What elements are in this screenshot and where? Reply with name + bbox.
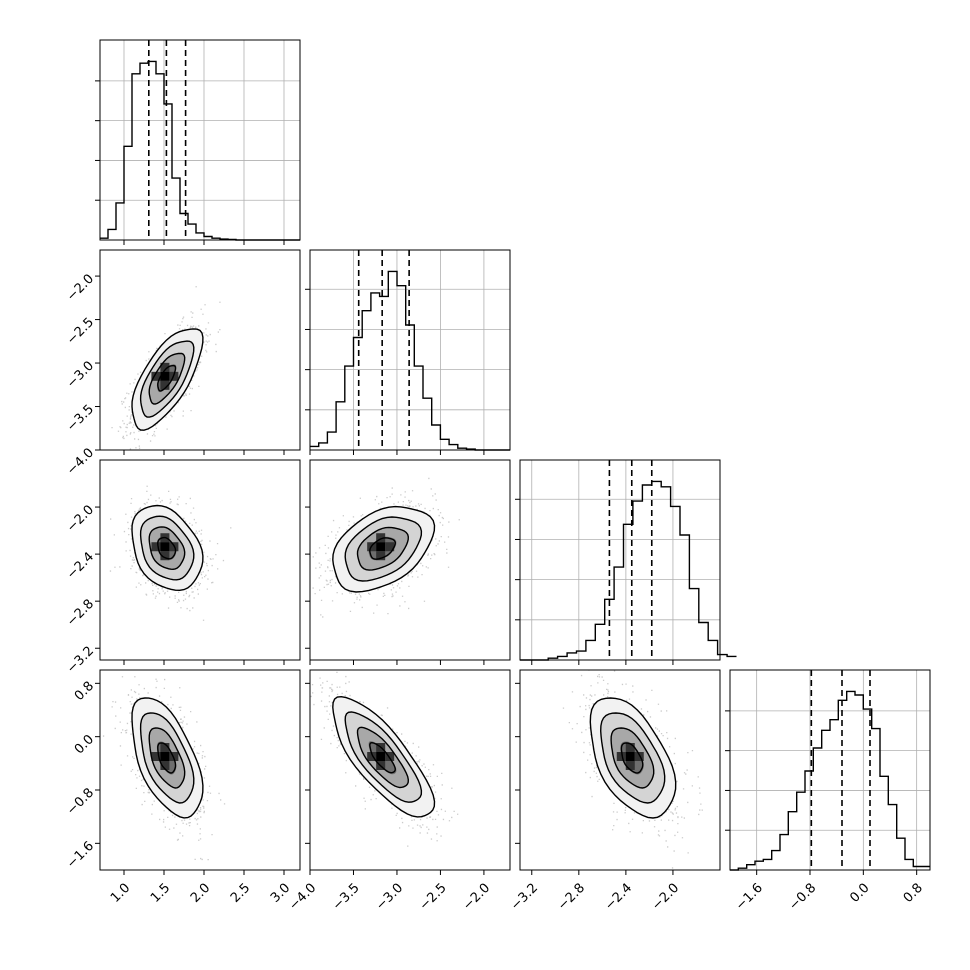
density-core — [151, 752, 161, 761]
histogram-panel-2 — [515, 459, 737, 661]
density-core — [634, 752, 644, 761]
contour-line — [131, 328, 204, 431]
contour-line — [157, 364, 177, 392]
panel-body — [310, 671, 459, 847]
scatter-panel-3-0 — [99, 669, 301, 871]
scatter-panel-1-0 — [99, 249, 301, 451]
density-core — [376, 533, 386, 543]
contour-line — [369, 741, 397, 774]
contour-line — [131, 504, 204, 592]
density-core — [160, 752, 170, 761]
panel-frame — [519, 669, 721, 871]
contour-line — [332, 505, 436, 593]
panel-body — [109, 485, 232, 621]
panel-frame — [309, 459, 511, 661]
contour-line — [589, 697, 677, 819]
density-core — [385, 752, 395, 761]
contour-line — [610, 727, 655, 789]
contour-line — [148, 526, 186, 571]
grid-lines — [730, 670, 930, 870]
density-core — [160, 380, 170, 390]
contour-line — [139, 340, 195, 418]
density-core — [625, 752, 635, 761]
density-core — [376, 752, 386, 761]
contour-line — [139, 515, 195, 581]
panel-frame — [99, 39, 301, 241]
density-core — [160, 743, 170, 752]
contour-line — [369, 537, 397, 560]
density-core — [376, 542, 386, 552]
density-core — [160, 362, 170, 372]
panel-frame — [309, 669, 511, 871]
density-core — [160, 761, 170, 770]
density-core — [151, 371, 161, 381]
histogram-step — [310, 270, 510, 451]
histogram-panel-1 — [305, 249, 511, 451]
panel-frame — [729, 669, 931, 871]
panel-body — [111, 286, 221, 450]
contour-line — [157, 536, 177, 560]
panel-frame — [309, 249, 511, 451]
density-core — [376, 551, 386, 561]
density-core — [616, 752, 626, 761]
contour-line — [148, 352, 186, 405]
panel-frame — [99, 249, 301, 451]
panel-body — [562, 670, 703, 869]
contour-line — [139, 712, 195, 804]
contour-line — [620, 742, 644, 774]
panel-frame — [99, 669, 301, 871]
density-core — [625, 761, 635, 770]
panel-body — [102, 676, 226, 861]
density-core — [169, 752, 179, 761]
panel-frame — [519, 459, 721, 661]
contour-line — [148, 727, 186, 789]
histogram-step — [730, 690, 930, 871]
contour-line — [356, 726, 410, 789]
panel-frame — [99, 459, 301, 661]
density-core — [625, 743, 635, 752]
histogram-panel-3 — [725, 669, 931, 871]
panel-body — [312, 477, 460, 618]
scatter-panel-3-2 — [519, 669, 721, 871]
density-core — [160, 371, 170, 381]
contour-line — [599, 712, 666, 804]
scatter-points — [111, 286, 221, 450]
contour-line — [356, 526, 410, 571]
contour-line — [332, 695, 436, 818]
density-core — [160, 542, 170, 552]
density-core — [385, 542, 395, 552]
contour-line — [344, 711, 423, 803]
density-core — [151, 542, 161, 552]
density-core — [160, 551, 170, 561]
contour-line — [131, 697, 204, 819]
contour-line — [157, 742, 177, 774]
density-core — [367, 752, 377, 761]
scatter-panel-3-1 — [309, 669, 511, 871]
scatter-panel-2-0 — [99, 459, 301, 661]
scatter-panel-2-1 — [309, 459, 511, 661]
histogram-step — [520, 480, 737, 661]
grid-lines — [520, 460, 720, 660]
scatter-points — [109, 485, 232, 621]
contour-line — [344, 516, 423, 582]
